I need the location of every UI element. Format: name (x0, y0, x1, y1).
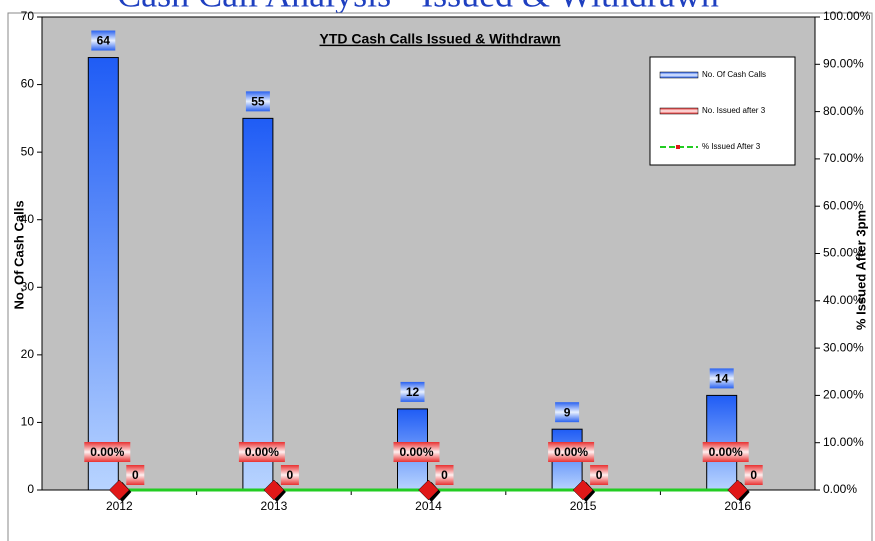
legend-label: % Issued After 3 (702, 142, 761, 151)
data-label-box (702, 442, 749, 462)
data-label-box (126, 465, 145, 485)
data-label: 12 (406, 385, 420, 399)
data-label: 0.00% (709, 445, 743, 459)
x-tick-label: 2016 (724, 499, 751, 513)
data-label: 0.00% (245, 445, 279, 459)
data-label: 0 (750, 468, 757, 482)
legend-swatch (659, 71, 699, 79)
y-axis-title: No. Of Cash Calls (11, 200, 26, 309)
y-tick-label: 30 (21, 279, 35, 293)
plot-layer: 0 10 20 30 40 50 60 70 0.00% 10.00% 20.00% 30.00% 40… (21, 9, 871, 513)
legend-swatch (659, 107, 699, 115)
data-label: 64 (97, 34, 111, 48)
x-tick-label: 2014 (415, 499, 442, 513)
data-label-box (393, 442, 440, 462)
data-label-box (84, 442, 131, 462)
y2-tick-label: 90.00% (823, 56, 864, 70)
y2-tick-label: 40.00% (823, 293, 864, 307)
y2-tick-label: 100.00% (823, 9, 871, 23)
bar (87, 57, 119, 491)
line-marker (108, 479, 130, 501)
y-tick-label: 40 (21, 212, 35, 226)
data-label: 0.00% (554, 445, 588, 459)
line-marker (727, 479, 749, 501)
data-label-box (555, 402, 580, 423)
y2-tick-label: 20.00% (823, 388, 864, 402)
bar (242, 117, 274, 491)
y2-tick-label: 80.00% (823, 104, 864, 118)
x-tick-label: 2015 (570, 499, 597, 513)
data-label-box (238, 442, 285, 462)
y2-tick-label: 30.00% (823, 340, 864, 354)
legend-label: No. Of Cash Calls (702, 70, 766, 79)
y2-tick-label: 0.00% (823, 482, 857, 496)
y2-tick-label: 10.00% (823, 435, 864, 449)
data-label: 0.00% (90, 445, 124, 459)
data-label-box (435, 465, 454, 485)
y-tick-label: 60 (21, 77, 35, 91)
data-label-box (400, 381, 425, 402)
line-marker (263, 479, 285, 501)
data-label-box (548, 442, 595, 462)
y-tick-label: 70 (21, 9, 35, 23)
y2-tick-label: 70.00% (823, 151, 864, 165)
legend-marker (676, 145, 680, 149)
y2-tick-label: 60.00% (823, 198, 864, 212)
line-marker (418, 479, 439, 501)
data-label: 14 (715, 372, 729, 386)
data-label-box (709, 368, 734, 389)
page-header: Cash Call Analysis - Issued & Withdrawn (117, 0, 719, 14)
y-tick-label: 50 (21, 144, 35, 158)
legend-label: No. Issued after 3 (702, 106, 766, 115)
data-label-box (280, 465, 299, 485)
x-tick-label: 2012 (106, 499, 133, 513)
data-label: 0 (441, 468, 448, 482)
data-label: 0.00% (399, 445, 433, 459)
data-label: 0 (132, 468, 139, 482)
data-label: 9 (564, 405, 571, 419)
line-marker (572, 479, 594, 501)
y2-tick-label: 50.00% (823, 246, 864, 260)
x-tick-label: 2013 (261, 499, 288, 513)
data-label-box (744, 465, 763, 485)
y-tick-label: 0 (27, 482, 34, 496)
data-label: 55 (251, 95, 265, 109)
data-label-box (91, 30, 116, 51)
data-label-box (590, 465, 609, 485)
y-tick-label: 20 (21, 347, 35, 361)
y2-axis-title: % Issued After 3pm (853, 210, 868, 330)
data-label-box (245, 91, 270, 112)
chart-title: YTD Cash Calls Issued & Withdrawn (319, 31, 560, 47)
y-tick-label: 10 (21, 415, 35, 429)
data-label: 0 (596, 468, 603, 482)
data-label: 0 (287, 468, 294, 482)
